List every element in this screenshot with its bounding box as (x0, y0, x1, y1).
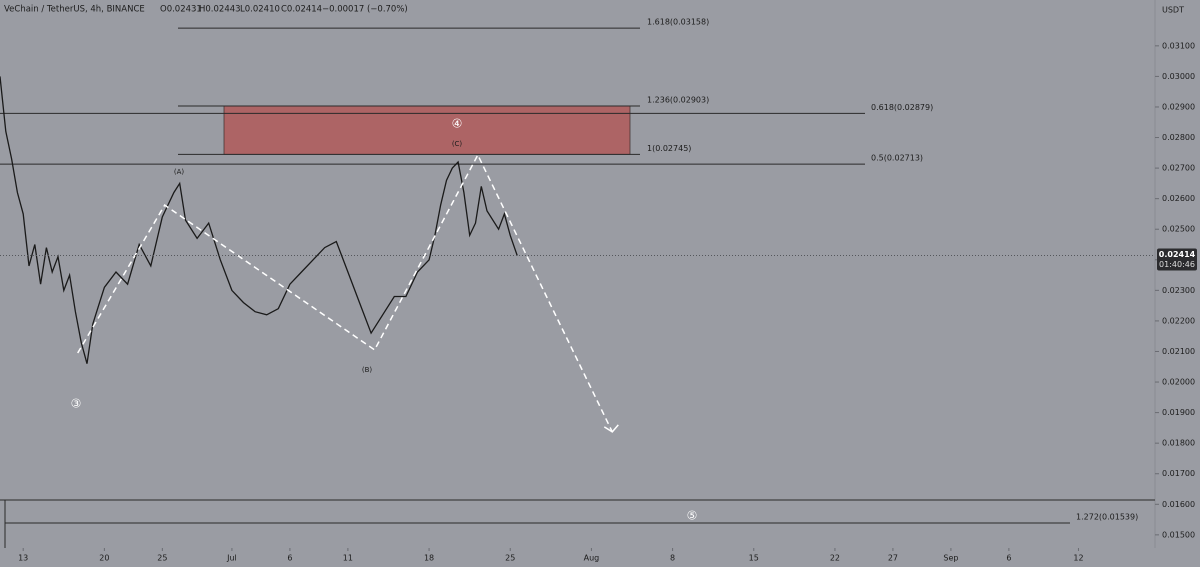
ohlc-value: O0.02431 (160, 5, 202, 15)
y-tick-label: 0.02200 (1162, 316, 1195, 325)
wave-label: ④ (452, 117, 463, 131)
x-tick-label: 22 (830, 554, 840, 563)
x-tick-label: 6 (287, 554, 292, 563)
last-price: 0.02414 (1159, 250, 1196, 259)
fib-label: 1.618(0.03158) (647, 18, 709, 27)
y-tick-label: 0.01800 (1162, 439, 1195, 448)
price-line (0, 76, 518, 364)
y-tick-label: 0.02100 (1162, 347, 1195, 356)
y-tick-label: 0.01900 (1162, 408, 1195, 417)
wave-projection (77, 153, 613, 433)
ohlc-value: −0.00017 (−0.70%) (322, 5, 408, 15)
x-tick-label: Aug (584, 554, 600, 563)
ohlc-value: C0.02414 (281, 5, 322, 15)
y-tick-label: 0.01700 (1162, 469, 1195, 478)
wave-label: ③ (71, 397, 82, 411)
x-tick-label: 8 (670, 554, 675, 563)
wave-label: ⑤ (687, 509, 698, 523)
y-tick-label: 0.03000 (1162, 72, 1195, 81)
y-tick-label: 0.02800 (1162, 133, 1195, 142)
currency: USDT (1162, 6, 1184, 15)
wave-label: (A) (174, 168, 185, 176)
ohlc-value: L0.02410 (240, 5, 280, 15)
arrow-head (603, 424, 619, 433)
y-tick-label: 0.02000 (1162, 378, 1195, 387)
fib-label: 0.618(0.02879) (871, 103, 933, 112)
fib-label: 1.236(0.02903) (647, 96, 709, 105)
x-tick-label: 25 (505, 554, 515, 563)
x-tick-label: Sep (943, 554, 958, 563)
x-tick-label: 12 (1073, 554, 1083, 563)
x-tick-label: Jul (226, 554, 237, 563)
x-tick-label: 20 (99, 554, 109, 563)
x-tick-label: 13 (18, 554, 28, 563)
target-zone (223, 105, 631, 155)
wave-label: (C) (452, 140, 463, 148)
fib-label: 1(0.02745) (647, 144, 691, 153)
x-tick-label: 11 (343, 554, 353, 563)
x-tick-label: 27 (888, 554, 898, 563)
countdown: 01:40:46 (1159, 260, 1195, 269)
y-tick-label: 0.01600 (1162, 500, 1195, 509)
ohlc-value: H0.02443 (199, 5, 241, 15)
fib-label: 1.272(0.01539) (1076, 512, 1138, 521)
y-tick-label: 0.02700 (1162, 164, 1195, 173)
x-tick-label: 6 (1006, 554, 1011, 563)
x-tick-label: 15 (749, 554, 759, 563)
y-tick-label: 0.02900 (1162, 102, 1195, 111)
x-tick-label: 18 (424, 554, 434, 563)
price-tag (1157, 248, 1197, 271)
fib-label: 0.5(0.02713) (871, 154, 923, 163)
y-tick-label: 0.02300 (1162, 286, 1195, 295)
wave-label: (B) (362, 366, 373, 374)
x-tick-label: 25 (157, 554, 167, 563)
y-tick-label: 0.02600 (1162, 194, 1195, 203)
y-tick-label: 0.03100 (1162, 41, 1195, 50)
y-tick-label: 0.01500 (1162, 530, 1195, 539)
symbol: VeChain / TetherUS, 4h, BINANCE (4, 5, 145, 15)
y-tick-label: 0.02500 (1162, 225, 1195, 234)
